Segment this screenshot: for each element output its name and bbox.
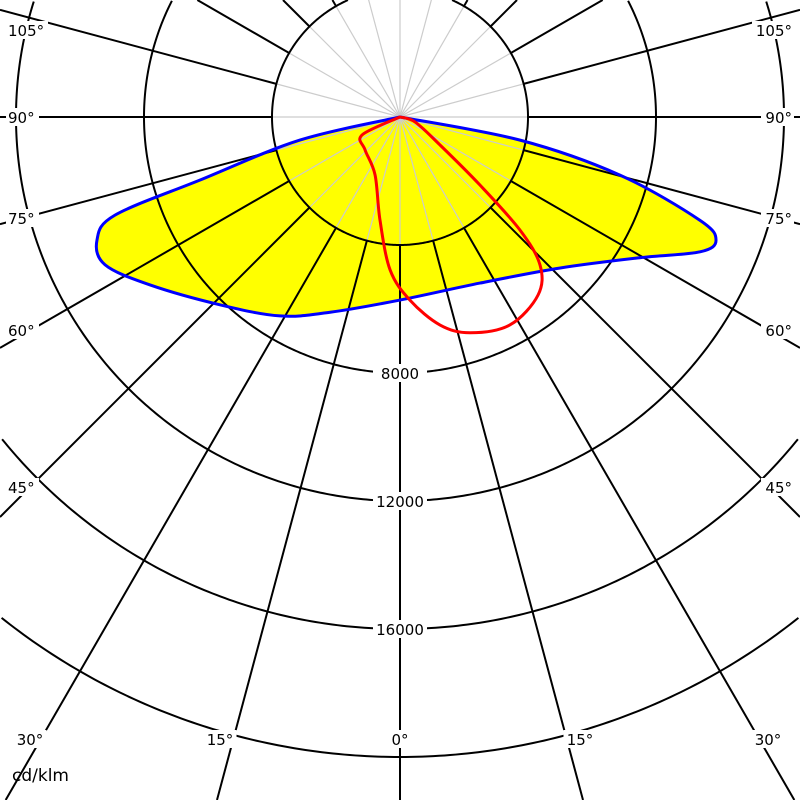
unit-label: cd/klm [12, 766, 69, 786]
series-fill-0 [96, 117, 717, 317]
grid-spoke [4, 227, 337, 800]
inner-spoke [288, 52, 401, 118]
angle-label: 90° [765, 109, 792, 127]
radial-label-bg [373, 364, 427, 382]
angle-label-bg [752, 21, 794, 39]
inner-spoke [399, 52, 512, 118]
angle-label-bg [761, 108, 794, 126]
angle-label: 105° [756, 22, 792, 40]
angle-label-bg [6, 321, 39, 339]
inner-spoke [399, 5, 465, 118]
grid-spoke [216, 240, 368, 800]
inner-spoke [366, 116, 401, 241]
series-line-1 [358, 115, 544, 335]
angle-label: 75° [8, 210, 35, 228]
grid-spoke [463, 0, 469, 7]
angle-label: 0° [391, 731, 408, 749]
grid-spoke [432, 240, 584, 800]
angle-label-bg [6, 108, 39, 126]
grid-spoke [196, 0, 290, 54]
angle-label-bg [203, 730, 237, 748]
angle-label: 45° [765, 479, 792, 497]
inner-spoke [399, 116, 465, 229]
radial-tick-label: 8000 [381, 365, 419, 383]
radial-label-bg [373, 492, 427, 510]
inner-spoke [399, 116, 524, 151]
grid-spoke [510, 180, 800, 349]
grid-circle [271, 0, 529, 246]
angle-label-bg [761, 209, 794, 227]
grid-circle [1, 438, 799, 630]
grid-spoke [0, 180, 290, 349]
angle-label: 30° [755, 731, 782, 749]
angle-label-bg [6, 478, 39, 496]
grid-spoke [331, 0, 337, 7]
angle-label: 75° [765, 210, 792, 228]
inner-spoke [276, 83, 401, 118]
angle-label-bg [751, 730, 785, 748]
grid-circle [0, 617, 800, 758]
angle-label-bg [6, 209, 39, 227]
grid-spoke [463, 227, 796, 800]
inner-spoke [399, 116, 512, 182]
angle-label: 60° [765, 322, 792, 340]
inner-spoke [399, 83, 524, 118]
angle-label: 105° [8, 22, 44, 40]
angle-label-bg [761, 321, 794, 339]
grid-spoke [0, 149, 277, 226]
radial-tick-label: 12000 [376, 493, 424, 511]
angle-label-bg [388, 730, 412, 748]
angle-label-bg [6, 21, 48, 39]
angle-label-bg [761, 478, 794, 496]
grid-circle [142, 0, 658, 374]
angle-label: 90° [8, 109, 35, 127]
angle-label: 15° [207, 731, 234, 749]
grid-spoke [510, 0, 604, 54]
inner-spoke [335, 5, 401, 118]
angle-label: 15° [567, 731, 594, 749]
grid-spoke [489, 206, 800, 518]
inner-spoke [399, 116, 491, 208]
radial-label-bg [373, 620, 427, 638]
inner-spoke [399, 0, 432, 118]
radial-tick-label: 16000 [376, 621, 424, 639]
grid-spoke [523, 149, 800, 226]
inner-spoke [335, 116, 401, 229]
angle-label: 30° [17, 731, 44, 749]
inner-spoke [288, 116, 401, 182]
angle-label-bg [13, 730, 47, 748]
angle-label: 60° [8, 322, 35, 340]
inner-spoke [309, 26, 401, 118]
inner-spoke [399, 26, 491, 118]
grid-spoke [282, 0, 311, 28]
series-line-0 [94, 115, 718, 318]
angle-label-bg [563, 730, 597, 748]
inner-spoke [368, 0, 401, 118]
inner-spoke [309, 116, 401, 208]
grid-spoke [0, 206, 311, 518]
inner-spoke [399, 116, 434, 241]
grid-spoke [489, 0, 518, 28]
angle-label: 45° [8, 479, 35, 497]
